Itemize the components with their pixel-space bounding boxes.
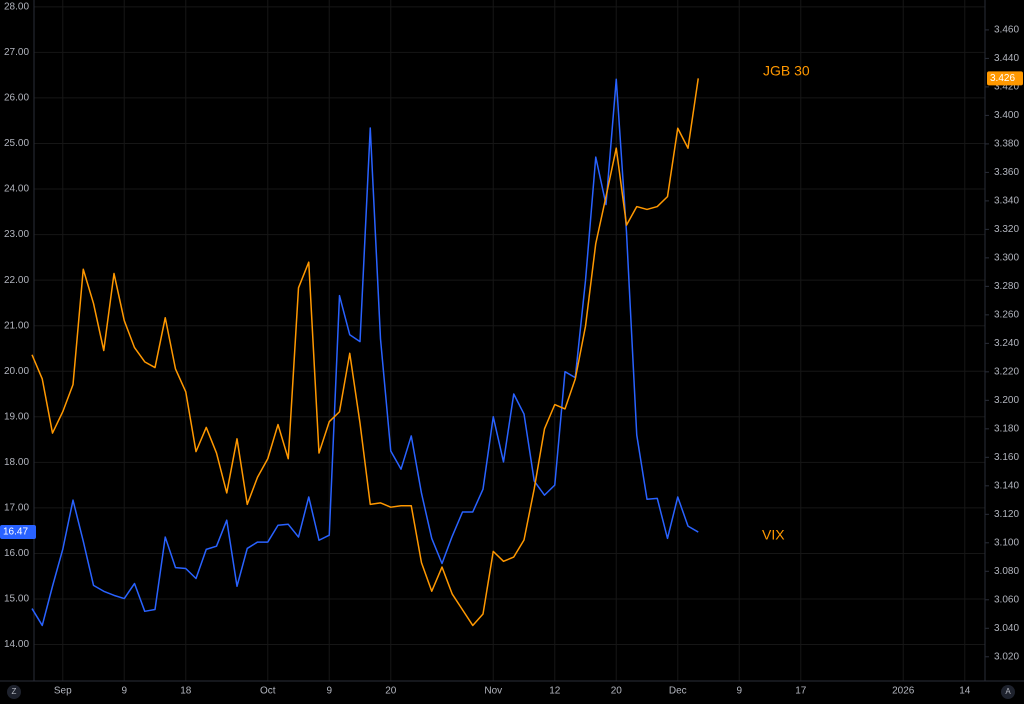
y2-tick-label: 3.220 (994, 366, 1019, 377)
y2-tick-label: 3.060 (994, 594, 1019, 605)
y2-tick-label: 3.320 (994, 224, 1019, 235)
x-tick-label: Sep (54, 686, 72, 697)
y-tick-label: 26.00 (4, 93, 29, 104)
y2-tick-label: 3.180 (994, 423, 1019, 434)
x-tick-label: 9 (736, 686, 742, 697)
grid (34, 0, 985, 681)
y-tick-label: 20.00 (4, 366, 29, 377)
y2-tick-label: 3.120 (994, 509, 1019, 520)
series-name: JGB 30 (763, 63, 810, 79)
y2-tick-label: 3.040 (994, 623, 1019, 634)
scale-button-label[interactable]: A (1005, 687, 1011, 696)
y-tick-label: 18.00 (4, 457, 29, 468)
last-value-label: 3.426 (990, 73, 1015, 84)
y2-tick-label: 3.420 (994, 82, 1019, 93)
y2-tick-label: 3.100 (994, 537, 1019, 548)
y-tick-label: 19.00 (4, 411, 29, 422)
y2-tick-label: 3.020 (994, 651, 1019, 662)
last-value-box (987, 71, 1023, 86)
x-tick-label: Dec (669, 686, 687, 697)
y2-tick-label: 3.340 (994, 196, 1019, 207)
y2-tick-label: 3.460 (994, 25, 1019, 36)
plot (31, 78, 699, 627)
series-line (31, 78, 699, 627)
y-tick-label: 24.00 (4, 184, 29, 195)
y2-tick-label: 3.440 (994, 53, 1019, 64)
y-tick-label: 28.00 (4, 1, 29, 12)
y-tick-label: 27.00 (4, 47, 29, 58)
series-line (31, 78, 699, 627)
y2-tick-label: 3.360 (994, 167, 1019, 178)
scale-button[interactable] (1001, 685, 1015, 699)
y2-tick-label: 3.300 (994, 253, 1019, 264)
last-value-label: 16.47 (3, 527, 28, 538)
y2-tick-label: 3.260 (994, 309, 1019, 320)
last-value-box (0, 525, 36, 540)
x-tick-label: 20 (385, 686, 397, 697)
series-name: VIX (762, 527, 785, 543)
y-tick-label: 23.00 (4, 229, 29, 240)
y-tick-label: 17.00 (4, 503, 29, 514)
scale-button-label[interactable]: Z (12, 687, 17, 696)
y-tick-label: 25.00 (4, 138, 29, 149)
y2-tick-label: 3.240 (994, 338, 1019, 349)
y-tick-label: 15.00 (4, 594, 29, 605)
y2-tick-label: 3.160 (994, 452, 1019, 463)
x-tick-label: 14 (959, 686, 971, 697)
y-tick-label: 21.00 (4, 320, 29, 331)
y2-tick-label: 3.380 (994, 139, 1019, 150)
x-tick-label: Oct (260, 686, 276, 697)
y2-tick-label: 3.140 (994, 480, 1019, 491)
y2-tick-label: 3.280 (994, 281, 1019, 292)
x-tick-label: 20 (611, 686, 623, 697)
y-tick-label: 16.00 (4, 548, 29, 559)
x-tick-label: 9 (121, 686, 127, 697)
scale-button[interactable] (7, 685, 21, 699)
y2-tick-label: 3.400 (994, 110, 1019, 121)
x-tick-label: Nov (484, 686, 502, 697)
x-tick-label: 9 (326, 686, 332, 697)
x-tick-label: 17 (795, 686, 807, 697)
y-tick-label: 14.00 (4, 639, 29, 650)
y2-tick-label: 3.200 (994, 395, 1019, 406)
x-tick-label: 12 (549, 686, 561, 697)
y2-tick-label: 3.080 (994, 566, 1019, 577)
x-tick-label: 18 (180, 686, 192, 697)
x-tick-label: 2026 (892, 686, 915, 697)
y-tick-label: 22.00 (4, 275, 29, 286)
